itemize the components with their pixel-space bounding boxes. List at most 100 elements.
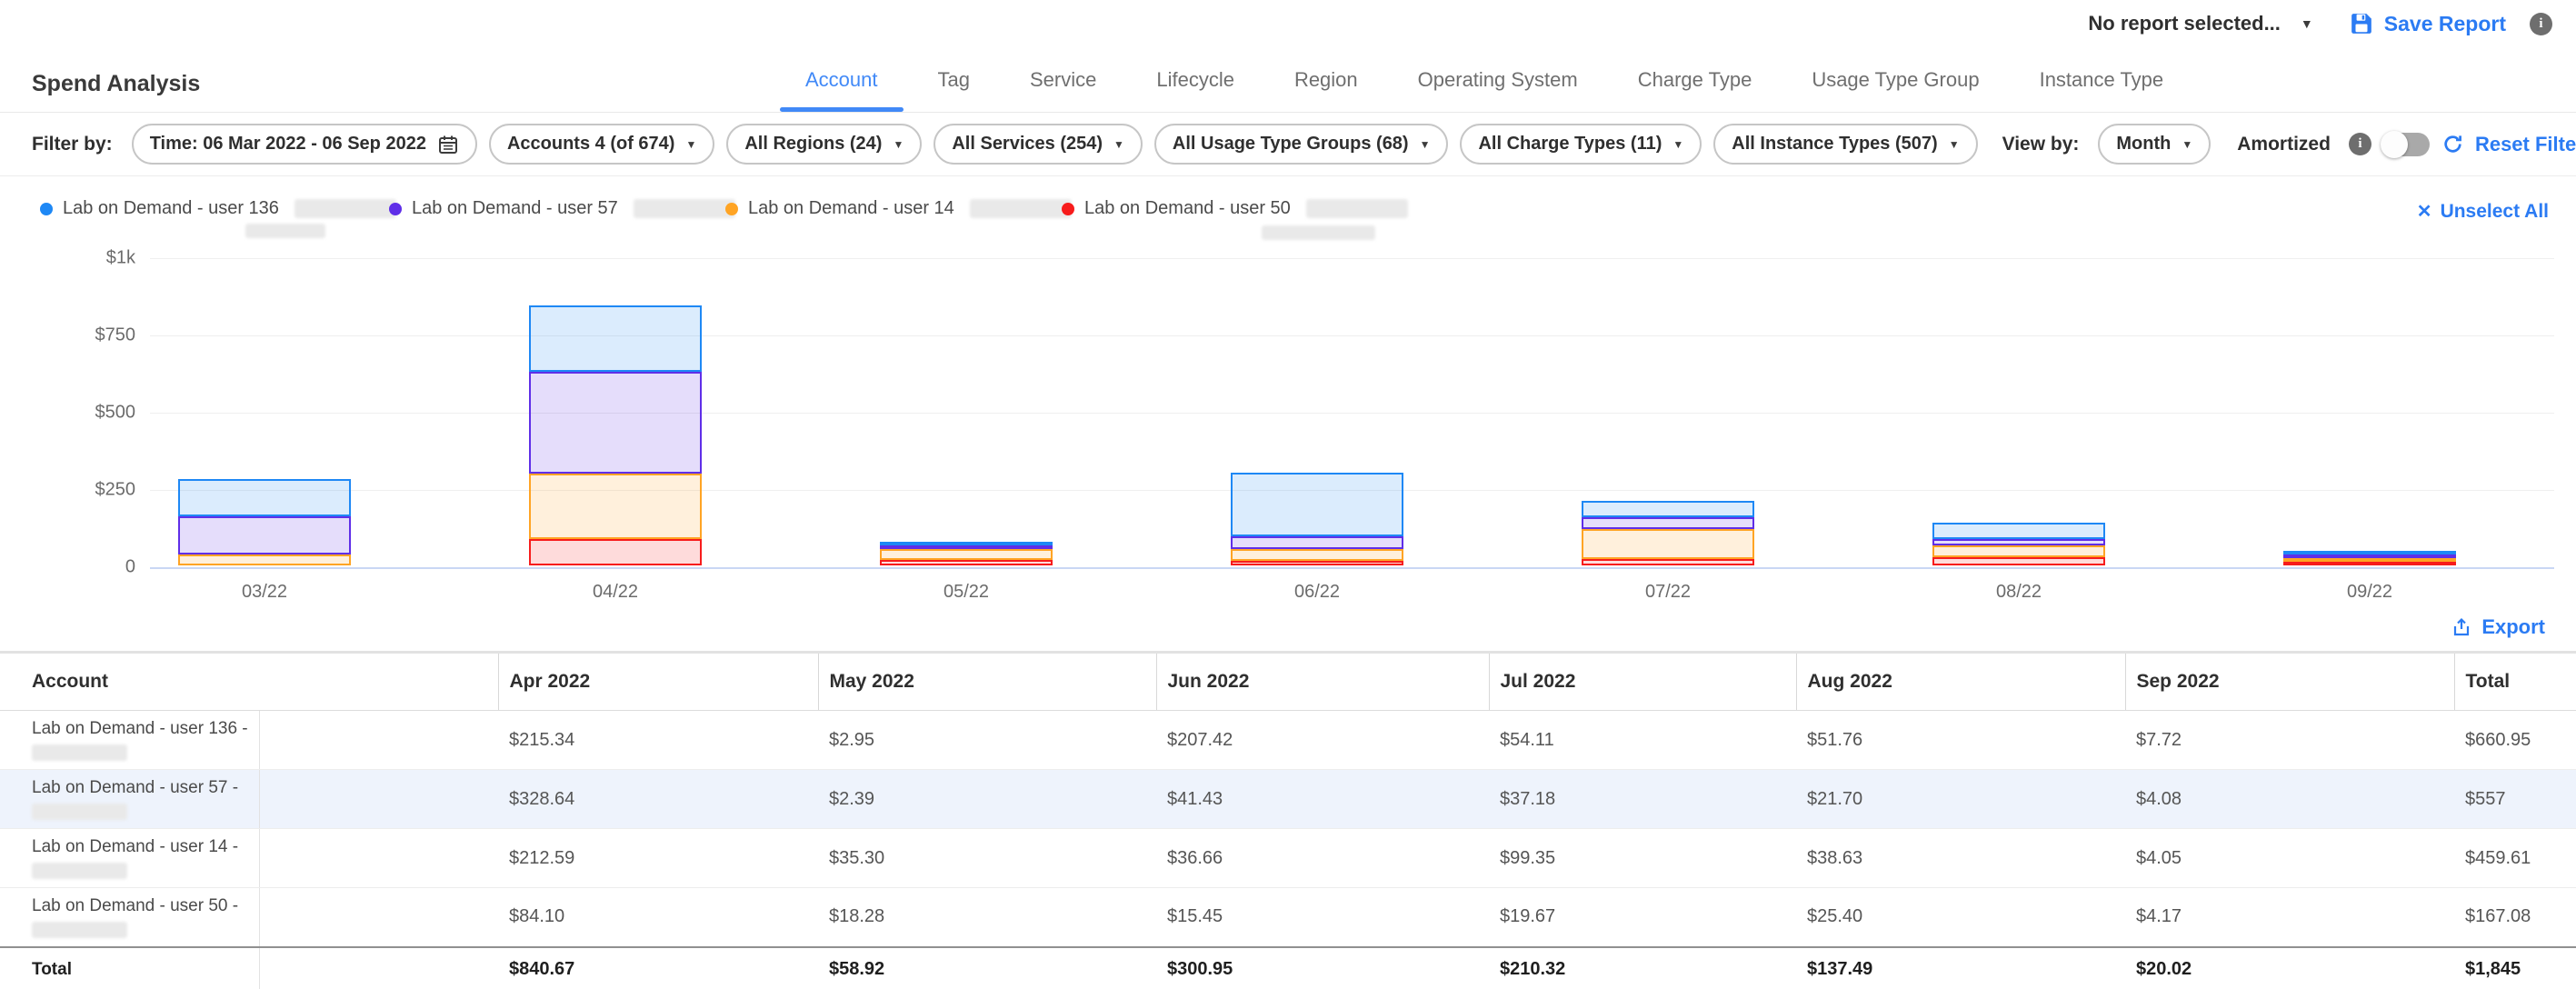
- account-cell: Lab on Demand - user 136 -: [0, 711, 259, 770]
- table-header-row: AccountApr 2022May 2022Jun 2022Jul 2022A…: [0, 653, 2576, 711]
- report-selector[interactable]: No report selected... ▼: [2088, 12, 2312, 35]
- legend-item-lab-on-demand-user-50[interactable]: Lab on Demand - user 50: [1062, 198, 1408, 219]
- spacer-cell: [259, 947, 498, 989]
- legend-item-lab-on-demand-user-14[interactable]: Lab on Demand - user 14: [725, 198, 1072, 219]
- spacer-cell: [259, 888, 498, 947]
- chevron-down-icon: ▼: [893, 139, 904, 150]
- legend-item-lab-on-demand-user-57[interactable]: Lab on Demand - user 57: [389, 198, 735, 219]
- value-cell: $2.95: [818, 711, 1156, 770]
- chart-segment-lab-on-demand-user-57[interactable]: [1231, 536, 1403, 549]
- legend-item-lab-on-demand-user-136[interactable]: Lab on Demand - user 136: [40, 198, 396, 219]
- amortized-toggle[interactable]: [2382, 133, 2430, 156]
- view-by-dropdown[interactable]: Month ▼: [2098, 124, 2211, 165]
- account-name: Lab on Demand - user 14 -: [32, 837, 259, 857]
- report-selector-label: No report selected...: [2088, 12, 2281, 35]
- unselect-all-button[interactable]: ✕ Unselect All: [2417, 200, 2549, 223]
- redacted-text: [32, 804, 127, 820]
- save-report-button[interactable]: Save Report: [2350, 12, 2506, 36]
- chart-segment-lab-on-demand-user-14[interactable]: [1932, 545, 2105, 557]
- legend-label: Lab on Demand - user 50: [1084, 198, 1291, 219]
- gridline-500: [150, 413, 2554, 414]
- chart-segment-lab-on-demand-user-50[interactable]: [880, 560, 1053, 565]
- tab-operating-system[interactable]: Operating System: [1418, 47, 1578, 112]
- chart-segment-lab-on-demand-user-14[interactable]: [880, 549, 1053, 560]
- chart-legend: ✕ Unselect All Lab on Demand - user 136L…: [0, 176, 2576, 242]
- tab-usage-type-group[interactable]: Usage Type Group: [1812, 47, 1979, 112]
- table-row-lab-on-demand-user-50[interactable]: Lab on Demand - user 50 -$84.10$18.28$15…: [0, 888, 2576, 947]
- tab-lifecycle[interactable]: Lifecycle: [1156, 47, 1234, 112]
- chart-bar-09-22[interactable]: [2283, 551, 2456, 565]
- value-cell: $459.61: [2454, 829, 2576, 888]
- value-cell: $41.43: [1156, 770, 1489, 829]
- tab-instance-type[interactable]: Instance Type: [2040, 47, 2164, 112]
- chart-segment-lab-on-demand-user-136[interactable]: [529, 305, 702, 372]
- reset-filters-label: Reset Filters: [2475, 133, 2576, 156]
- chart-segment-lab-on-demand-user-50[interactable]: [1582, 559, 1754, 565]
- filter-pill-all-usage-type-groups-68[interactable]: All Usage Type Groups (68)▼: [1154, 124, 1449, 165]
- filter-pill-accounts-4-of-674[interactable]: Accounts 4 (of 674)▼: [489, 124, 714, 165]
- column-header-may-2022: May 2022: [818, 653, 1156, 711]
- chart-segment-lab-on-demand-user-50[interactable]: [2283, 562, 2456, 565]
- filter-pill-all-charge-types-11[interactable]: All Charge Types (11)▼: [1460, 124, 1702, 165]
- chart-segment-lab-on-demand-user-50[interactable]: [529, 539, 702, 565]
- chart-bar-04-22[interactable]: [529, 305, 702, 565]
- chart-segment-lab-on-demand-user-50[interactable]: [1231, 561, 1403, 565]
- filter-pill-label: All Services (254): [952, 134, 1103, 155]
- total-value-cell: $1,845: [2454, 947, 2576, 989]
- table-row-lab-on-demand-user-57[interactable]: Lab on Demand - user 57 -$328.64$2.39$41…: [0, 770, 2576, 829]
- tab-service[interactable]: Service: [1030, 47, 1096, 112]
- chart-segment-lab-on-demand-user-136[interactable]: [1231, 473, 1403, 537]
- legend-dot: [389, 203, 402, 215]
- chart-plot: $1k$750$500$250003/2204/2205/2206/2207/2…: [150, 258, 2554, 567]
- chart-bar-05-22[interactable]: [880, 542, 1053, 565]
- filter-pill-all-services-254[interactable]: All Services (254)▼: [934, 124, 1143, 165]
- tab-charge-type[interactable]: Charge Type: [1638, 47, 1752, 112]
- chart-segment-lab-on-demand-user-14[interactable]: [1582, 529, 1754, 560]
- tabs: Account Tag Service Lifecycle Region Operatin…: [805, 47, 2163, 112]
- filter-pill-all-regions-24[interactable]: All Regions (24)▼: [726, 124, 922, 165]
- time-range-label: Time: 06 Mar 2022 - 06 Sep 2022: [150, 134, 426, 155]
- tab-region[interactable]: Region: [1294, 47, 1358, 112]
- legend-dot: [1062, 203, 1074, 215]
- account-name: Lab on Demand - user 57 -: [32, 778, 259, 798]
- chart-bar-03-22[interactable]: [178, 479, 351, 565]
- chart-segment-lab-on-demand-user-136[interactable]: [1582, 501, 1754, 517]
- chart-bar-07-22[interactable]: [1582, 501, 1754, 565]
- chart-segment-lab-on-demand-user-57[interactable]: [1932, 539, 2105, 545]
- chart-segment-lab-on-demand-user-14[interactable]: [178, 554, 351, 565]
- chart-segment-lab-on-demand-user-136[interactable]: [178, 479, 351, 516]
- tab-account[interactable]: Account: [805, 47, 878, 112]
- unselect-all-label: Unselect All: [2441, 201, 2549, 223]
- chart-segment-lab-on-demand-user-57[interactable]: [178, 516, 351, 555]
- chart-segment-lab-on-demand-user-57[interactable]: [1582, 517, 1754, 529]
- topbar: No report selected... ▼ Save Report i: [0, 0, 2576, 47]
- x-axis-label-08-22: 08/22: [1964, 582, 2073, 603]
- time-range-pill[interactable]: Time: 06 Mar 2022 - 06 Sep 2022: [132, 124, 477, 165]
- value-cell: $25.40: [1796, 888, 2125, 947]
- total-label-cell: Total: [0, 947, 259, 989]
- chart-segment-lab-on-demand-user-136[interactable]: [1932, 523, 2105, 539]
- chart-segment-lab-on-demand-user-57[interactable]: [529, 372, 702, 474]
- spacer-cell: [259, 829, 498, 888]
- filter-pill-all-instance-types-507[interactable]: All Instance Types (507)▼: [1713, 124, 1977, 165]
- table-row-lab-on-demand-user-136[interactable]: Lab on Demand - user 136 -$215.34$2.95$2…: [0, 711, 2576, 770]
- tab-tag[interactable]: Tag: [938, 47, 970, 112]
- refresh-icon: [2441, 133, 2464, 155]
- filter-pills: Accounts 4 (of 674)▼ All Regions (24)▼ All…: [489, 124, 1978, 165]
- value-cell: $19.67: [1489, 888, 1796, 947]
- chart-segment-lab-on-demand-user-14[interactable]: [1231, 549, 1403, 560]
- spacer-cell: [259, 770, 498, 829]
- info-icon[interactable]: i: [2530, 13, 2552, 35]
- chart-segment-lab-on-demand-user-14[interactable]: [529, 474, 702, 539]
- reset-filters-button[interactable]: Reset Filters: [2441, 133, 2576, 156]
- value-cell: $54.11: [1489, 711, 1796, 770]
- value-cell: $557: [2454, 770, 2576, 829]
- chart-bar-06-22[interactable]: [1231, 473, 1403, 565]
- info-icon[interactable]: i: [2349, 133, 2371, 155]
- chart-segment-lab-on-demand-user-50[interactable]: [1932, 557, 2105, 565]
- table-row-lab-on-demand-user-14[interactable]: Lab on Demand - user 14 -$212.59$35.30$3…: [0, 829, 2576, 888]
- chart-bar-08-22[interactable]: [1932, 523, 2105, 565]
- chevron-down-icon: ▼: [1672, 139, 1683, 150]
- export-button[interactable]: Export: [2451, 615, 2545, 639]
- filter-pill-label: All Instance Types (507): [1732, 134, 1937, 155]
